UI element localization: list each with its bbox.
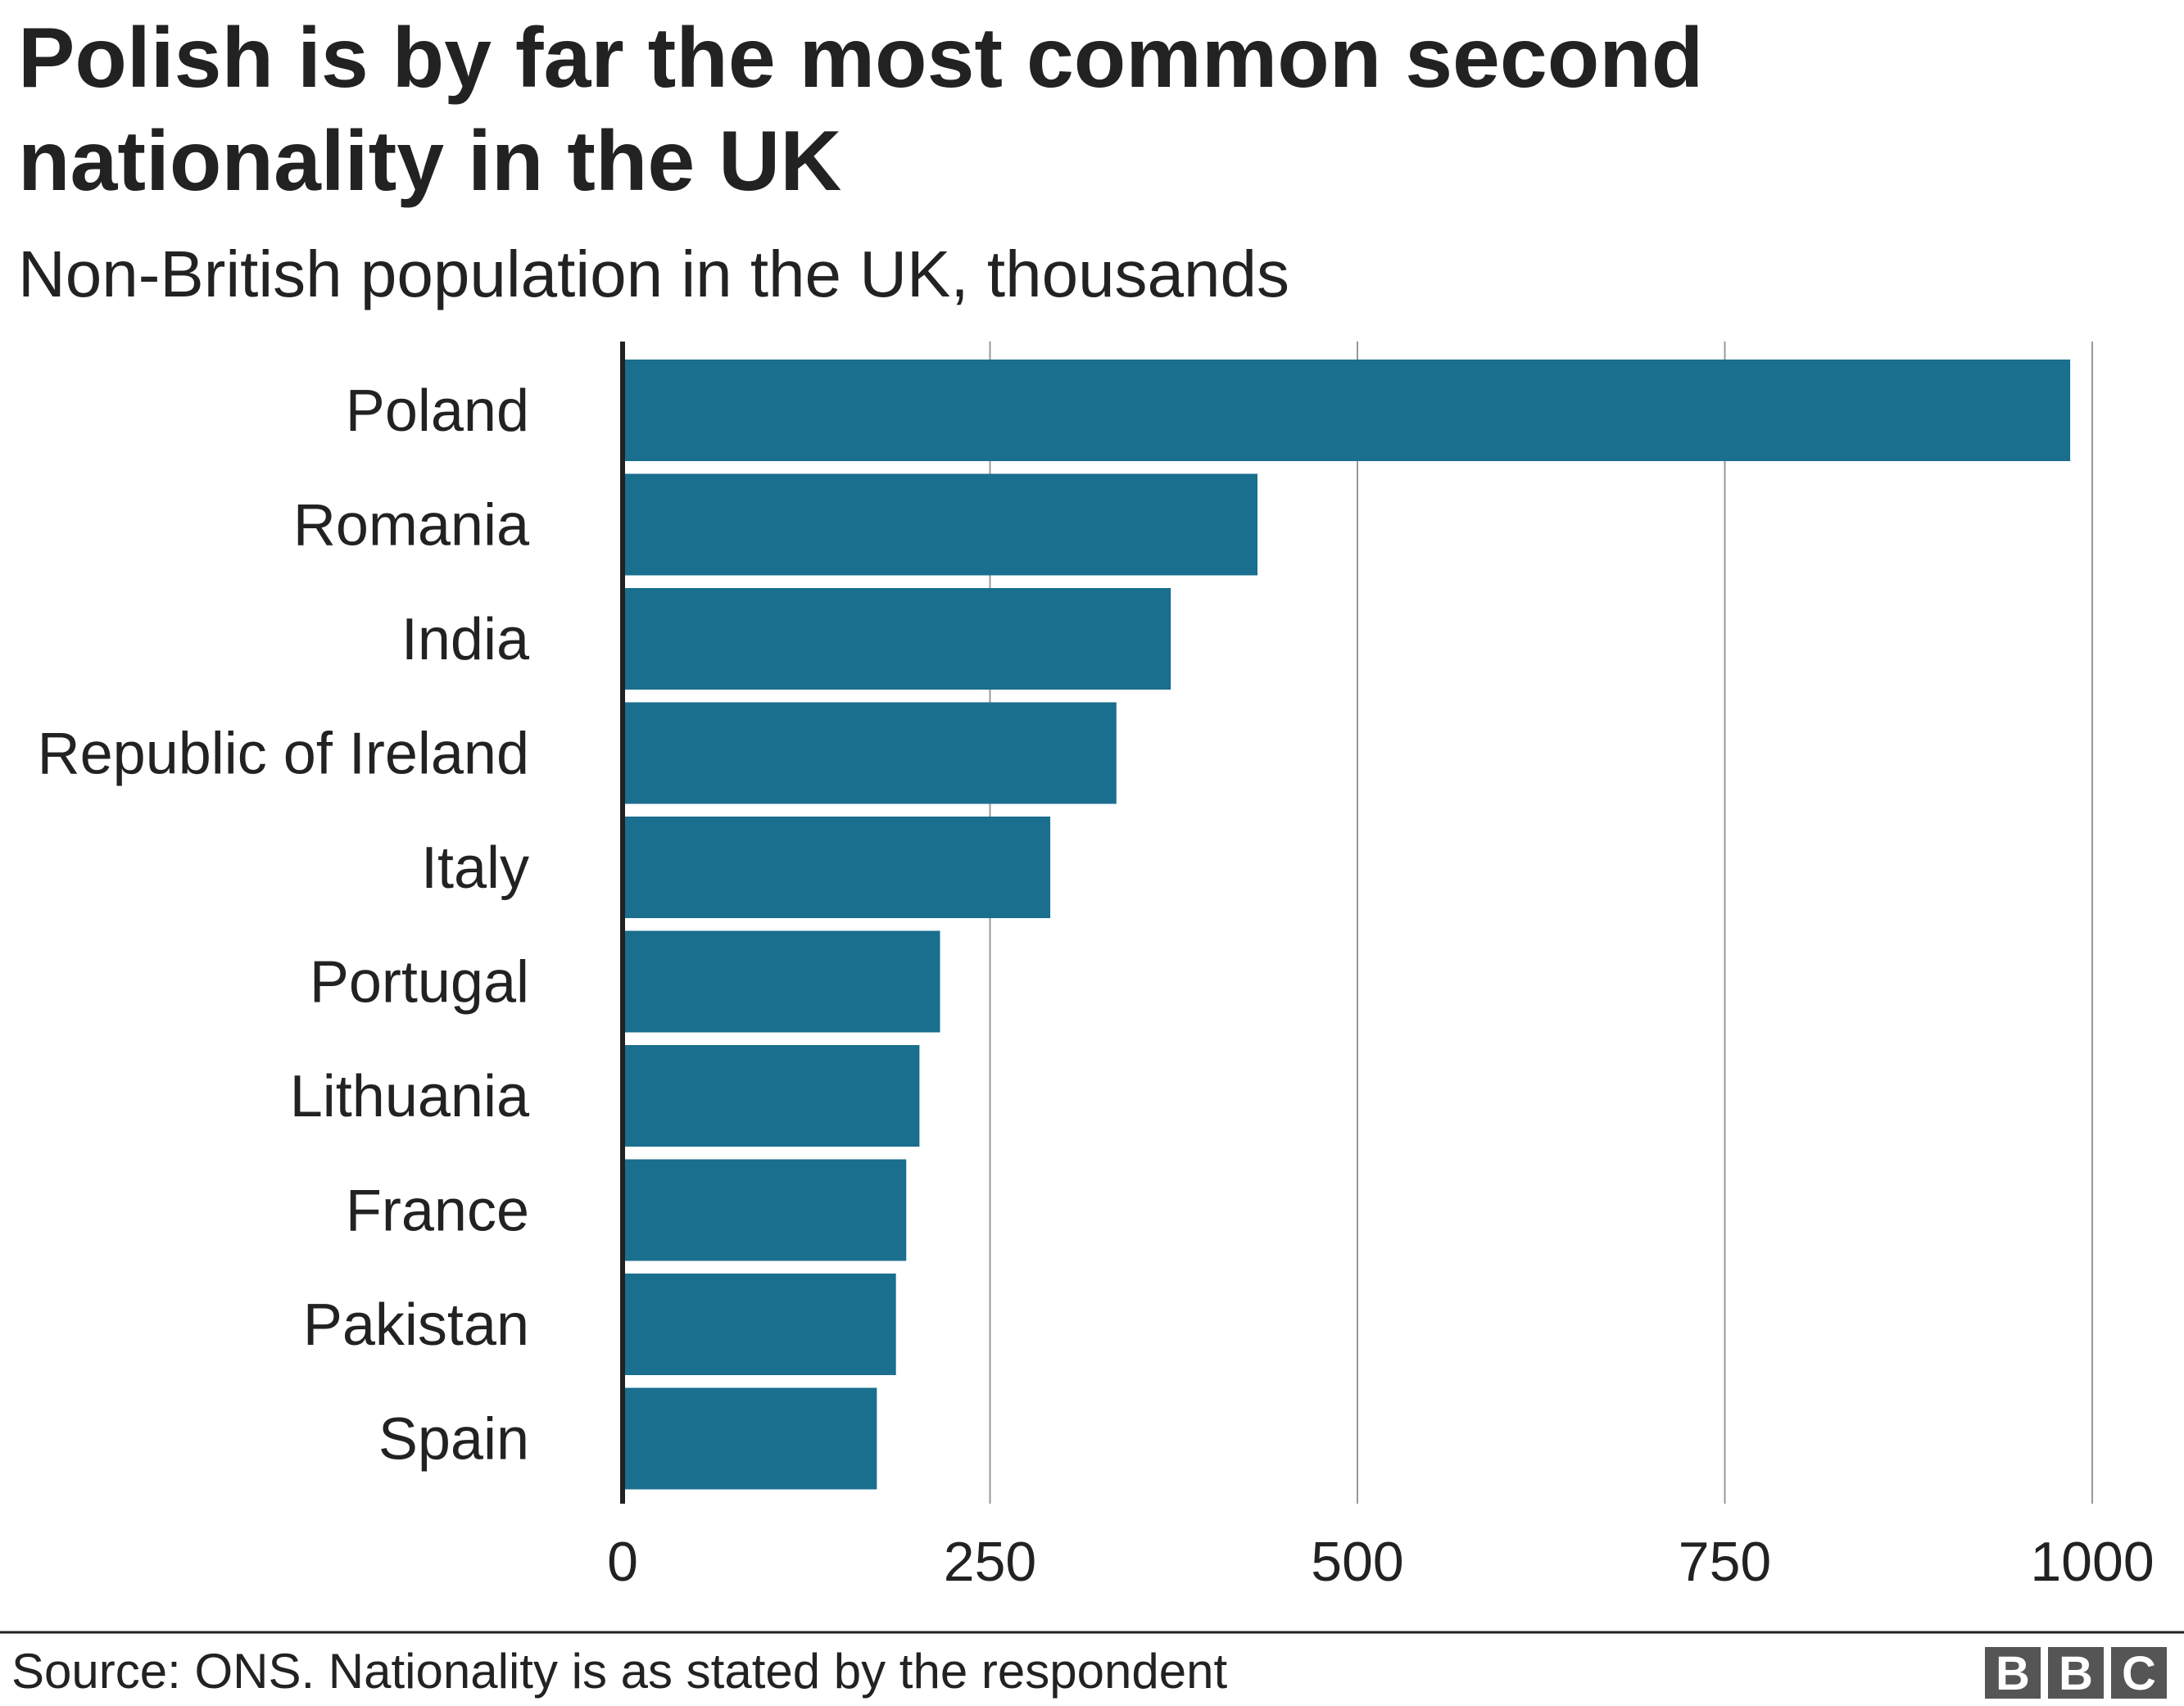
y-tick-label: Romania bbox=[293, 493, 530, 559]
logo-letter: B bbox=[1996, 1647, 2030, 1700]
bar bbox=[623, 1274, 896, 1375]
y-tick-label: India bbox=[401, 607, 530, 672]
logo-letter: C bbox=[2122, 1647, 2156, 1700]
x-tick-label: 500 bbox=[1311, 1531, 1403, 1593]
y-tick-label: Republic of Ireland bbox=[38, 722, 529, 787]
logo-letter: B bbox=[2059, 1647, 2093, 1700]
bar bbox=[623, 1045, 920, 1147]
chart-subtitle: Non-British population in the UK, thousa… bbox=[18, 238, 1290, 310]
bar bbox=[623, 817, 1051, 918]
source-note: Source: ONS. Nationality is as stated by… bbox=[11, 1644, 1228, 1699]
logo-box bbox=[1985, 1647, 2041, 1699]
logo-box bbox=[2048, 1647, 2104, 1699]
bar bbox=[623, 1159, 907, 1261]
logo-box bbox=[2111, 1647, 2167, 1699]
bar bbox=[623, 360, 2071, 461]
x-tick-label: 1000 bbox=[2030, 1531, 2154, 1593]
y-tick-label: Pakistan bbox=[303, 1292, 529, 1358]
x-tick-label: 750 bbox=[1679, 1531, 1771, 1593]
bar bbox=[623, 702, 1117, 804]
y-tick-label: Portugal bbox=[310, 950, 529, 1016]
bar bbox=[623, 930, 940, 1033]
x-tick-label: 0 bbox=[607, 1531, 638, 1593]
y-tick-label: Spain bbox=[378, 1407, 529, 1473]
bar bbox=[623, 1387, 877, 1490]
bar bbox=[623, 588, 1171, 690]
bar bbox=[623, 473, 1258, 576]
y-tick-label: Italy bbox=[421, 835, 529, 901]
y-tick-label: France bbox=[346, 1179, 529, 1244]
y-tick-label: Poland bbox=[346, 378, 529, 444]
y-tick-label: Lithuania bbox=[290, 1064, 530, 1129]
chart-title: Polish is by far the most common second … bbox=[18, 11, 1704, 209]
x-tick-label: 250 bbox=[944, 1531, 1036, 1593]
